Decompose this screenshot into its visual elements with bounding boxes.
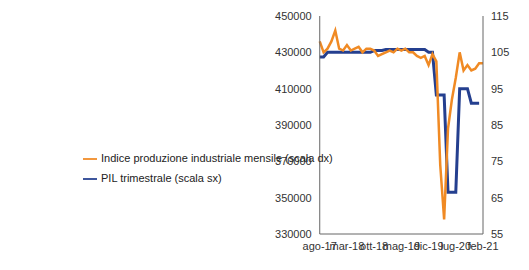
svg-text:115: 115 <box>491 10 509 22</box>
svg-text:feb-21: feb-21 <box>467 240 498 252</box>
svg-text:410000: 410000 <box>275 83 312 95</box>
svg-text:330000: 330000 <box>275 228 312 240</box>
svg-text:dic-19: dic-19 <box>414 240 444 252</box>
svg-text:85: 85 <box>491 119 503 131</box>
svg-text:390000: 390000 <box>275 119 312 131</box>
svg-text:105: 105 <box>491 46 509 58</box>
svg-text:75: 75 <box>491 155 503 167</box>
svg-text:430000: 430000 <box>275 46 312 58</box>
svg-text:350000: 350000 <box>275 192 312 204</box>
svg-text:450000: 450000 <box>275 10 312 22</box>
svg-text:65: 65 <box>491 192 503 204</box>
svg-text:370000: 370000 <box>275 155 312 167</box>
svg-text:55: 55 <box>491 228 503 240</box>
svg-text:95: 95 <box>491 83 503 95</box>
